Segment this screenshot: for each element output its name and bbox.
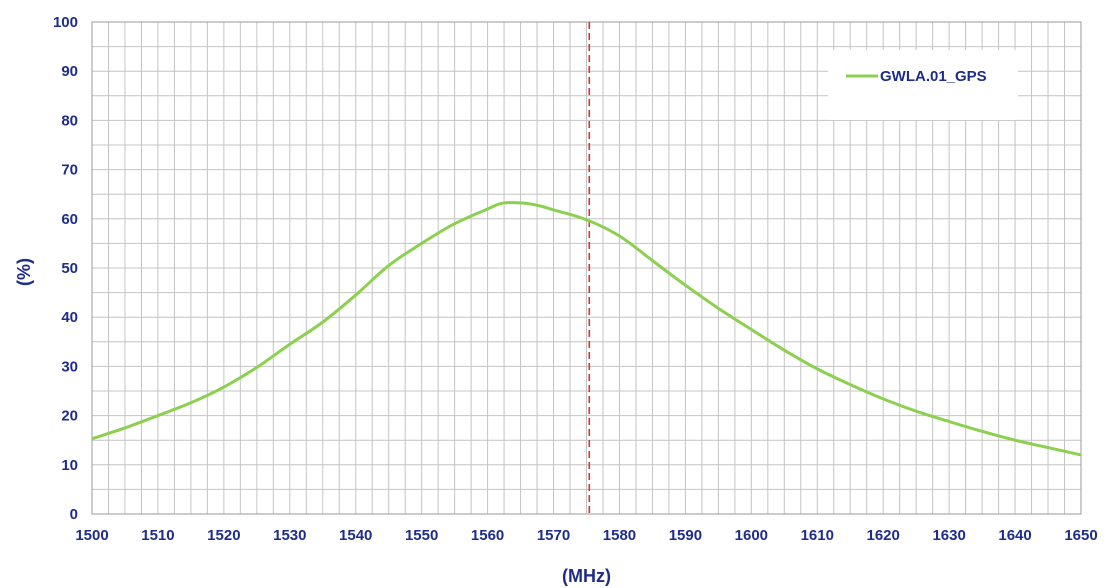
y-tick-label: 80: [61, 112, 78, 129]
y-tick-label: 30: [61, 358, 78, 375]
x-tick-label: 1610: [801, 527, 834, 544]
x-tick-label: 1600: [735, 527, 768, 544]
x-tick-label: 1520: [207, 527, 240, 544]
x-tick-label: 1540: [339, 527, 372, 544]
x-tick-label: 1630: [932, 527, 965, 544]
y-tick-label: 100: [53, 14, 78, 31]
legend: GWLA.01_GPS: [828, 50, 1018, 120]
y-tick-label: 10: [61, 457, 78, 474]
x-tick-label: 1530: [273, 527, 306, 544]
x-axis-ticks: 1500 1510 1520 1530 1540 1550 1560 1570 1580 1590…: [75, 527, 1097, 544]
x-tick-label: 1590: [669, 527, 702, 544]
legend-label: GWLA.01_GPS: [880, 68, 987, 85]
series-line-0: [91, 201, 1082, 457]
x-axis-title: (MHz): [562, 566, 611, 586]
x-tick-label: 1550: [405, 527, 438, 544]
x-tick-label: 1560: [471, 527, 504, 544]
x-tick-label: 1650: [1064, 527, 1097, 544]
x-tick-label: 1510: [141, 527, 174, 544]
y-tick-label: 20: [61, 408, 78, 425]
plot-area: [91, 21, 1082, 515]
x-tick-label: 1640: [998, 527, 1031, 544]
y-tick-label: 0: [70, 506, 78, 523]
y-axis-ticks: 0 10 20 30 40 50 60 70 80 90 100: [53, 14, 78, 523]
y-tick-label: 60: [61, 211, 78, 228]
x-tick-label: 1500: [75, 527, 108, 544]
series-layer: [91, 201, 1082, 457]
legend-box: [828, 50, 1018, 120]
y-tick-label: 70: [61, 162, 78, 179]
y-tick-label: 50: [61, 260, 78, 277]
y-axis-title: (%): [14, 258, 34, 286]
x-tick-label: 1570: [537, 527, 570, 544]
y-tick-label: 90: [61, 63, 78, 80]
y-tick-label: 40: [61, 309, 78, 326]
x-tick-label: 1580: [603, 527, 636, 544]
x-tick-label: 1620: [867, 527, 900, 544]
